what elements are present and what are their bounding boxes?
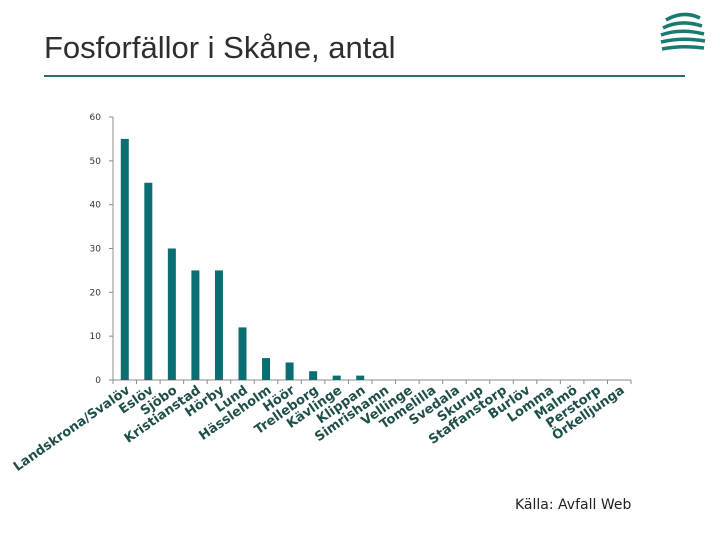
source-note: Källa: Avfall Web — [515, 497, 632, 513]
bar-6 — [262, 358, 271, 380]
bar-2 — [167, 248, 176, 380]
page-title: Fosforfällor i Skåne, antal — [44, 30, 396, 65]
bar-7 — [285, 362, 294, 380]
y-tick-label: 20 — [90, 288, 102, 298]
y-tick-label: 40 — [90, 201, 102, 211]
y-tick-label: 0 — [95, 376, 101, 386]
y-tick-label: 10 — [90, 332, 102, 342]
bar-8 — [309, 371, 318, 380]
title-divider — [44, 75, 685, 77]
y-tick-label: 60 — [90, 113, 102, 123]
bar-9 — [332, 375, 341, 380]
waves-logo-icon — [660, 12, 706, 51]
y-tick-label: 50 — [90, 157, 102, 167]
bar-5 — [238, 327, 247, 380]
bar-3 — [191, 270, 200, 380]
bar-0 — [120, 138, 129, 380]
bar-4 — [214, 270, 223, 380]
y-tick-label: 30 — [90, 245, 102, 255]
bar-1 — [144, 182, 153, 380]
x-category-label: Landskrona/Svalöv — [11, 383, 134, 475]
bar-10 — [356, 375, 365, 380]
